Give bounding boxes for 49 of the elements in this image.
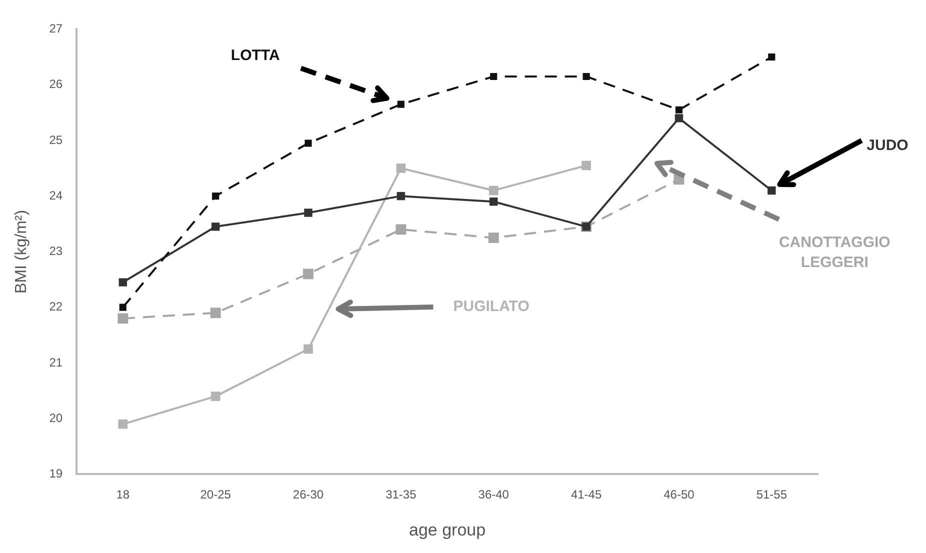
text: LOTTA — [230, 46, 280, 66]
point — [768, 186, 776, 195]
x-tick-label: 26-30 — [292, 488, 324, 502]
point — [118, 313, 128, 324]
point — [303, 268, 314, 280]
y-tick-label: 19 — [49, 466, 63, 481]
point — [768, 53, 776, 61]
x-tick-label: 20-25 — [200, 488, 232, 502]
y-tick-label: 20 — [49, 410, 63, 425]
point — [582, 160, 591, 170]
point — [582, 72, 590, 80]
x-tick-label: 31-35 — [386, 488, 417, 502]
text: PUGILATO — [453, 297, 530, 318]
point — [396, 164, 406, 173]
y-tick-label: 21 — [49, 355, 63, 370]
point — [210, 392, 220, 401]
point — [119, 304, 126, 311]
y-tick-label: 27 — [49, 22, 63, 36]
point — [490, 198, 498, 206]
point — [397, 100, 404, 108]
y-axis-title: BMI (kg/m²) — [13, 210, 30, 294]
point — [210, 308, 221, 318]
point — [304, 344, 313, 354]
point — [490, 72, 498, 80]
point — [675, 106, 683, 114]
text: CANOTTAGGIO LEGGERI — [778, 233, 890, 274]
point — [488, 232, 499, 244]
y-tick-label: 25 — [49, 132, 63, 147]
x-tick-label: 18 — [116, 488, 130, 502]
x-tick-label: 41-45 — [570, 488, 602, 502]
x-tick-label: 46-50 — [664, 488, 695, 502]
y-tick-label: 24 — [49, 188, 63, 202]
text: JUDO — [866, 136, 908, 156]
point — [396, 224, 406, 235]
point — [118, 278, 127, 286]
point — [396, 192, 406, 200]
x-axis-title: age group — [408, 520, 486, 540]
x-tick-label: 51-55 — [756, 488, 788, 502]
y-tick-label: 22 — [49, 300, 63, 314]
point — [118, 419, 128, 429]
x-tick-label: 36-40 — [478, 488, 510, 502]
point — [304, 208, 312, 217]
y-tick-label: 26 — [49, 77, 63, 92]
point — [304, 140, 312, 147]
point — [674, 114, 684, 122]
point — [488, 186, 498, 196]
point — [211, 222, 220, 231]
y-tick-label: 23 — [49, 244, 63, 258]
point — [212, 192, 220, 200]
